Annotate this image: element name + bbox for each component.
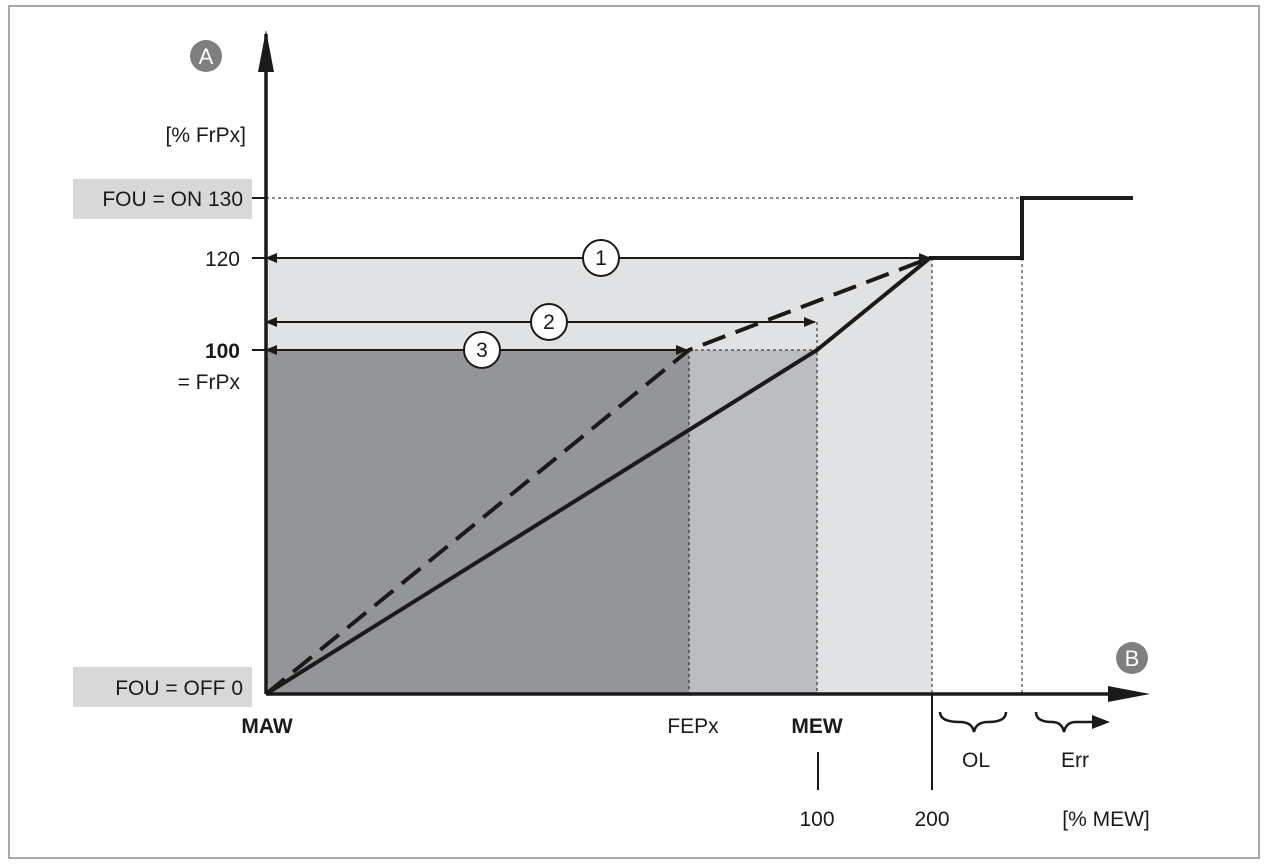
callout-1: 1: [582, 239, 620, 277]
callout-2: 2: [530, 303, 568, 341]
x-tick-200: 200: [914, 808, 949, 831]
svg-text:B: B: [1125, 646, 1140, 671]
x-label-maw: MAW: [241, 715, 293, 738]
x-axis-unit: [% MEW]: [1062, 808, 1150, 831]
x-tick-100: 100: [799, 808, 834, 831]
err-arrowhead: [1092, 715, 1110, 729]
svg-text:1: 1: [595, 247, 607, 270]
tick-label-120: 120: [205, 248, 240, 271]
badge-b: B: [1116, 642, 1148, 674]
ol-brace: [938, 711, 1008, 733]
dashed-characteristic: [264, 256, 931, 696]
svg-text:2: 2: [543, 311, 555, 334]
solid-characteristic: [264, 196, 1133, 696]
x-label-fepx: FEPx: [667, 715, 719, 738]
x-label-mew: MEW: [791, 715, 843, 738]
callout-3: 3: [463, 331, 501, 369]
tick-label-fou-off: FOU = OFF 0: [115, 677, 243, 700]
x-axis-arrowhead: [1108, 686, 1150, 702]
axis-ticks: [252, 197, 933, 790]
svg-text:A: A: [199, 44, 214, 69]
y-axis-unit: [% FrPx]: [165, 124, 246, 147]
fou-off-box: [73, 667, 252, 707]
err-brace: [1034, 711, 1092, 733]
svg-text:3: 3: [476, 339, 488, 362]
badge-a: A: [190, 40, 222, 72]
guide-lines: [266, 197, 1023, 694]
tick-label-frpx: = FrPx: [178, 371, 241, 394]
tick-label-100: 100: [205, 340, 240, 363]
err-label: Err: [1061, 749, 1089, 772]
ol-label: OL: [962, 749, 990, 772]
tick-label-fou-on: FOU = ON 130: [102, 188, 243, 211]
fou-on-box: [73, 179, 252, 219]
y-axis-arrowhead: [258, 30, 274, 72]
